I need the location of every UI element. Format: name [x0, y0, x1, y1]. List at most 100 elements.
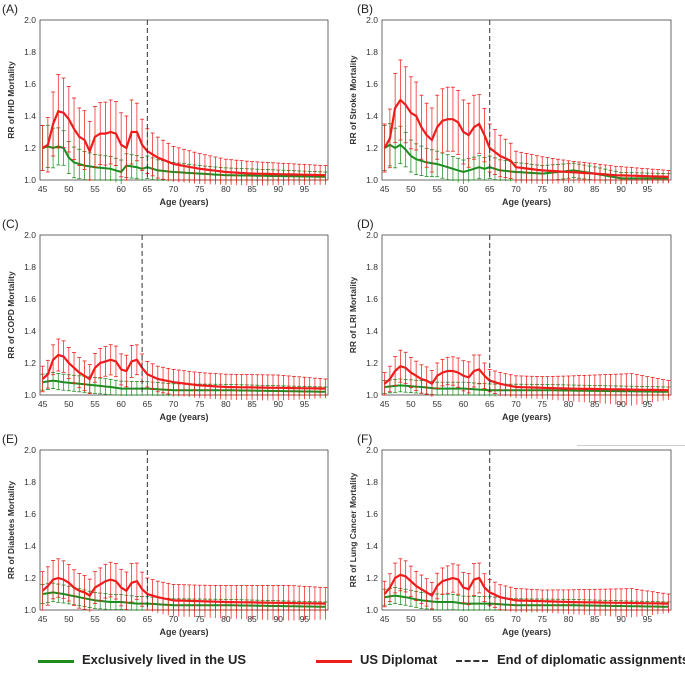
y-tick-label: 1.0	[24, 390, 36, 400]
panel-label: (E)	[2, 432, 18, 446]
y-tick-label: 1.4	[366, 326, 378, 336]
y-tick-label: 1.8	[24, 477, 36, 487]
x-tick-label: 45	[38, 399, 48, 409]
x-tick-label: 75	[195, 399, 205, 409]
x-tick-label: 85	[247, 399, 257, 409]
x-tick-label: 55	[432, 399, 442, 409]
x-tick-label: 65	[143, 399, 153, 409]
y-tick-label: 1.8	[366, 477, 378, 487]
y-axis-label: RR of Lung Cancer Mortality	[348, 472, 358, 587]
x-tick-label: 75	[195, 184, 205, 194]
x-tick-label: 45	[380, 184, 390, 194]
x-tick-label: 65	[143, 614, 153, 624]
x-tick-label: 90	[616, 184, 626, 194]
panel-a: (A) 1.0 1.2 1.4 1.6 1.8 2.0 45 50 55 60 65 70 75 80 85…	[0, 0, 342, 215]
y-tick-label: 1.4	[366, 111, 378, 121]
y-tick-label: 1.0	[366, 175, 378, 185]
x-tick-label: 60	[116, 184, 126, 194]
x-tick-label: 95	[643, 614, 653, 624]
y-axis-label: RR of Stroke Mortality	[348, 55, 358, 145]
panel-b: (B) 1.0 1.2 1.4 1.6 1.8 2.0 45 50 55 60 65 70 75 80 85…	[342, 0, 685, 215]
x-tick-label: 75	[538, 184, 548, 194]
x-tick-label: 80	[564, 399, 574, 409]
x-tick-label: 55	[432, 184, 442, 194]
legend-us-swatch	[38, 660, 74, 663]
x-tick-label: 95	[643, 184, 653, 194]
chart-diabetes: 1.01.21.41.61.82.045 50 55 60 65 70 75 80 85 90 95…	[6, 445, 329, 637]
x-axis-label: Age (years)	[502, 197, 551, 207]
panel-label: (B)	[357, 2, 373, 16]
series-line-diplomat	[383, 98, 669, 178]
x-tick-label: 70	[511, 614, 521, 624]
y-tick-label: 1.8	[24, 262, 36, 272]
series-line-diplomat	[41, 353, 326, 390]
y-tick-label: 1.6	[24, 79, 36, 89]
x-tick-label: 75	[538, 399, 548, 409]
y-tick-label: 1.2	[24, 358, 36, 368]
y-tick-label: 1.4	[24, 326, 36, 336]
series-line-diplomat	[383, 573, 669, 605]
x-tick-label: 50	[64, 614, 74, 624]
y-axis-label: RR of LRI Mortality	[348, 276, 358, 353]
series-line-diplomat	[42, 109, 326, 177]
x-tick-label: 65	[485, 184, 495, 194]
x-tick-label: 70	[511, 184, 521, 194]
panel-c: (C) 1.0 1.2 1.4 1.6 1.8 2.0 45 50 55 60 65 70 75 80 85…	[0, 215, 342, 430]
x-axis-label: Age (years)	[159, 627, 208, 637]
y-tick-label: 1.0	[24, 605, 36, 615]
x-tick-label: 55	[90, 614, 100, 624]
x-tick-label: 60	[116, 399, 126, 409]
panel-label: (F)	[357, 432, 373, 446]
x-tick-label: 50	[64, 399, 74, 409]
x-tick-label: 55	[90, 184, 100, 194]
y-tick-label: 1.4	[366, 541, 378, 551]
x-tick-label: 55	[432, 614, 442, 624]
y-axis-label: RR of Diabetes Mortality	[6, 481, 16, 580]
y-tick-label: 2.0	[24, 230, 36, 240]
x-tick-label: 60	[459, 399, 469, 409]
legend-diplomat-swatch	[316, 660, 352, 663]
y-tick-label: 1.6	[24, 509, 36, 519]
y-tick-label: 1.6	[366, 294, 378, 304]
x-tick-label: 50	[406, 399, 416, 409]
y-tick-label: 1.0	[24, 175, 36, 185]
y-tick-label: 2.0	[366, 445, 378, 455]
x-axis-label: Age (years)	[159, 412, 208, 422]
x-axis-label: Age (years)	[502, 412, 551, 422]
panel-f: (F) 1.0 1.2 1.4 1.6 1.8 2.0 45 50 55 60 65 70 75 80 85…	[342, 430, 685, 645]
panel-label: (D)	[357, 217, 374, 231]
x-tick-label: 90	[616, 614, 626, 624]
x-tick-label: 70	[169, 399, 179, 409]
x-tick-label: 70	[169, 184, 179, 194]
divider	[577, 445, 685, 446]
x-tick-label: 60	[116, 614, 126, 624]
x-tick-label: 65	[485, 614, 495, 624]
chart-copd: 1.0 1.2 1.4 1.6 1.8 2.0 45 50 55 60 65 70 75 80 85 90 95…	[6, 230, 329, 422]
y-tick-label: 1.4	[24, 111, 36, 121]
x-axis-label: Age (years)	[159, 197, 208, 207]
panel-d: (D) 1.0 1.2 1.4 1.6 1.8 2.0 45 50 55 60 65 70 75 80 85…	[342, 215, 685, 430]
panel-label: (A)	[2, 2, 18, 16]
plot-frame	[381, 449, 672, 611]
chart-ihd: 1.0 1.2 1.4 1.6 1.8 2.0 45 50 55 60 65 70 75 80 85 90 95…	[6, 15, 329, 207]
x-tick-label: 45	[38, 614, 48, 624]
legend-us-label: Exclusively lived in the US	[82, 652, 247, 667]
plot-frame	[381, 234, 672, 396]
x-tick-label: 50	[64, 184, 74, 194]
x-tick-label: 45	[380, 399, 390, 409]
chart-lung-cancer: 1.0 1.2 1.4 1.6 1.8 2.0 45 50 55 60 65 70 75 80 85 90 95…	[348, 445, 672, 637]
y-tick-label: 1.6	[366, 79, 378, 89]
y-tick-label: 1.8	[366, 47, 378, 57]
x-tick-label: 70	[511, 399, 521, 409]
y-tick-label: 1.6	[366, 509, 378, 519]
x-tick-label: 80	[221, 614, 231, 624]
legend: Exclusively lived in the US US Diplomat …	[0, 650, 685, 672]
x-tick-label: 95	[300, 184, 310, 194]
y-tick-label: 2.0	[366, 15, 378, 25]
x-tick-label: 80	[564, 614, 574, 624]
y-tick-label: 2.0	[24, 15, 36, 25]
x-tick-label: 80	[221, 184, 231, 194]
chart-stroke: 1.0 1.2 1.4 1.6 1.8 2.0 45 50 55 60 65 70 75 80 85 90 95…	[348, 15, 672, 207]
y-tick-label: 1.2	[366, 573, 378, 583]
series-line-diplomat	[41, 576, 326, 605]
